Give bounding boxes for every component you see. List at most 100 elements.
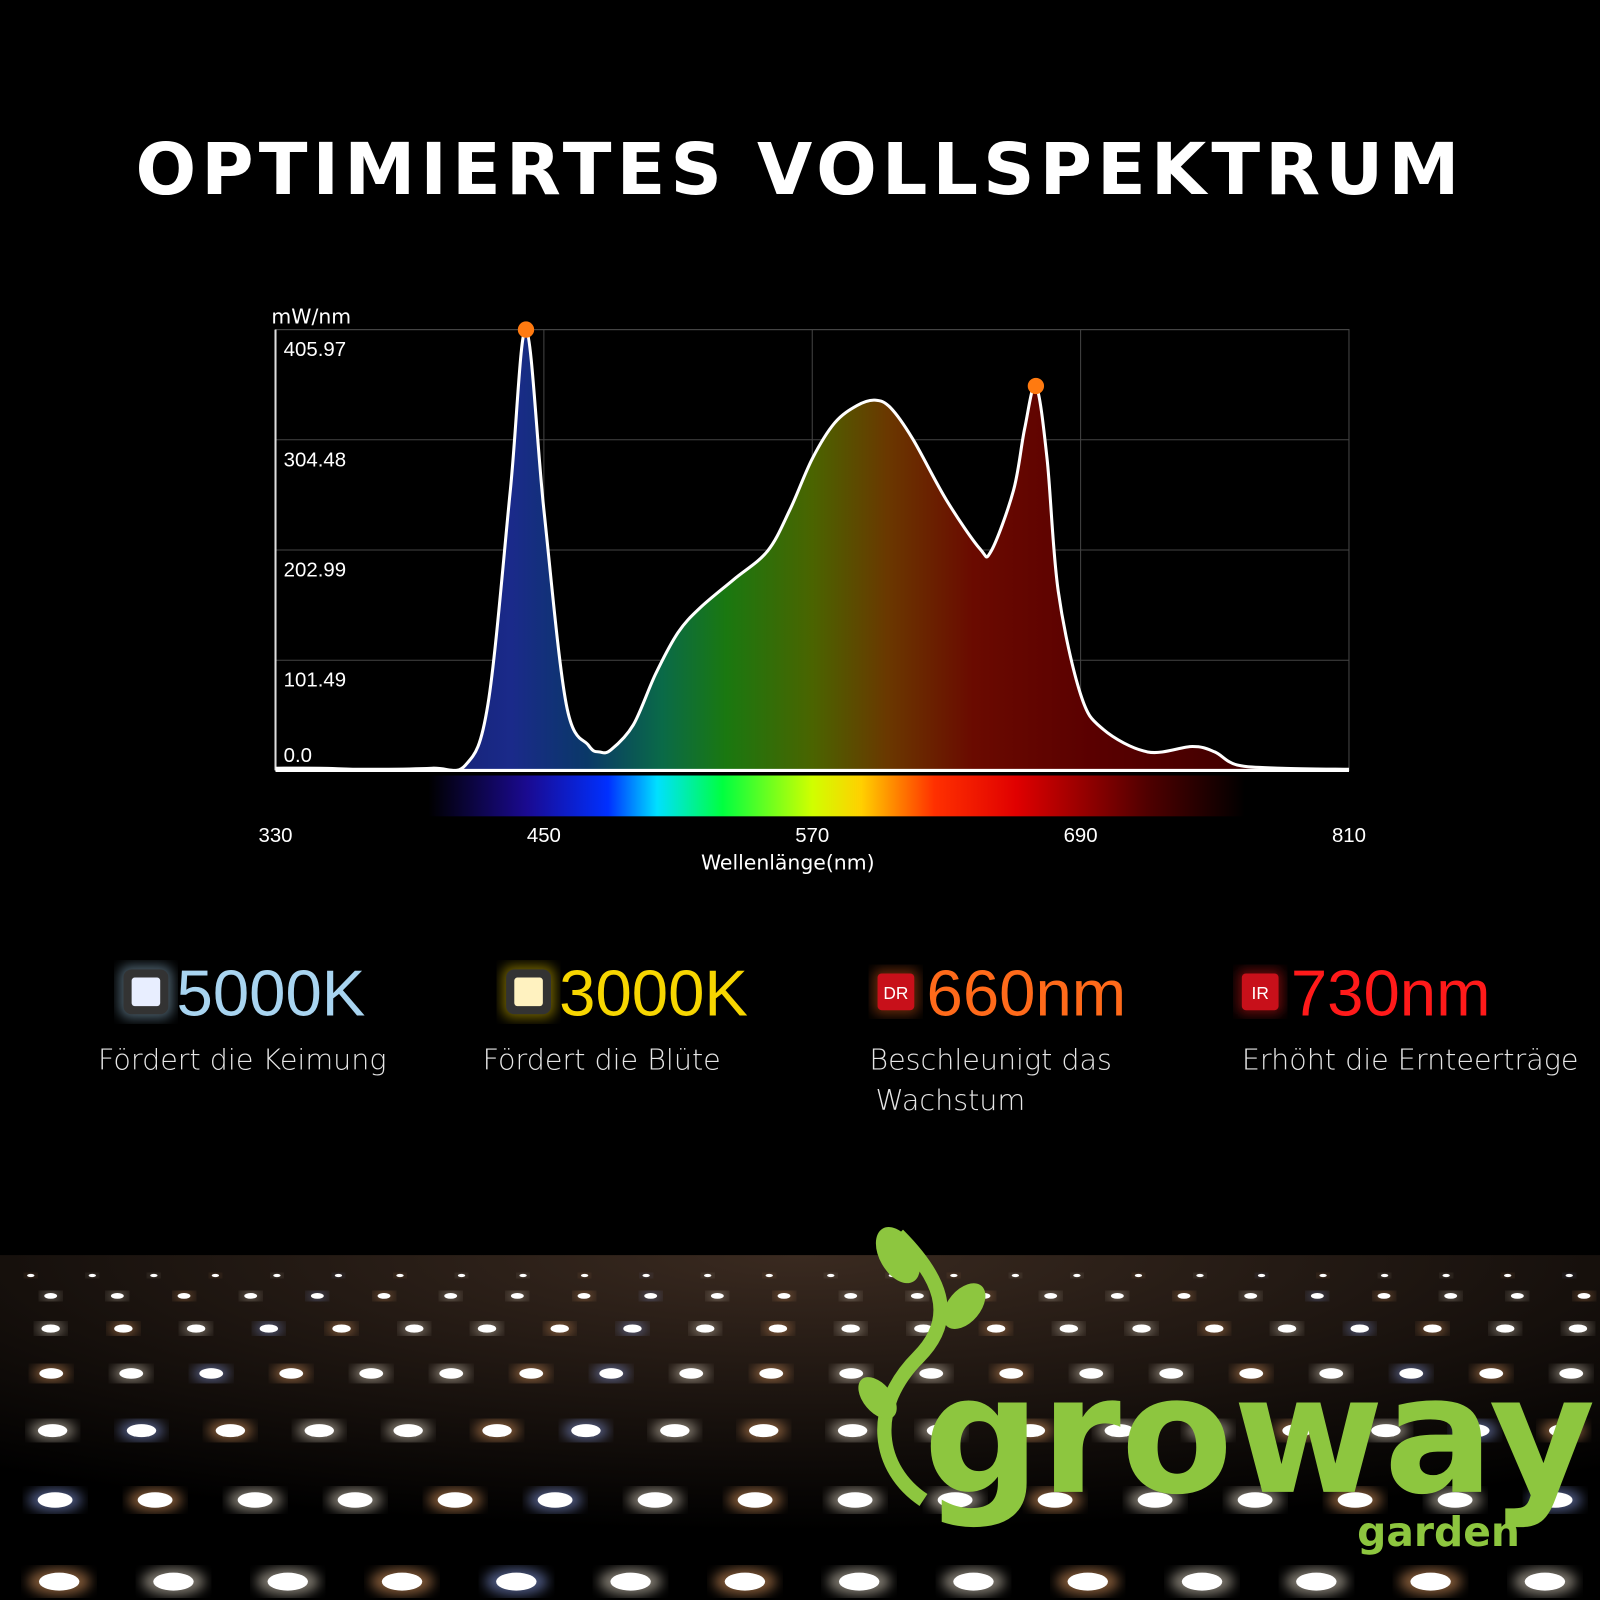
feature-value: 3000K <box>559 956 748 1029</box>
led <box>1549 1424 1579 1438</box>
led <box>1524 1572 1566 1591</box>
led <box>926 1424 957 1438</box>
led <box>599 1368 624 1379</box>
led-floor <box>0 1255 1600 1600</box>
led <box>660 1424 690 1438</box>
led <box>1079 1368 1104 1379</box>
led <box>1510 1293 1524 1299</box>
led <box>444 1293 458 1299</box>
y-tick-label: 304.48 <box>284 449 346 471</box>
led-field <box>25 1273 1595 1596</box>
led <box>1319 1273 1327 1278</box>
led <box>1181 1572 1223 1591</box>
led <box>1296 1572 1337 1591</box>
feature-desc: Beschleunigt das <box>869 1042 1112 1076</box>
led <box>637 1492 673 1508</box>
led <box>1159 1368 1184 1379</box>
led <box>1110 1293 1124 1299</box>
led <box>337 1492 373 1508</box>
led <box>519 1368 544 1379</box>
led <box>510 1293 524 1299</box>
y-tick-label: 101.49 <box>284 670 346 692</box>
led <box>482 1424 512 1438</box>
led <box>839 1368 864 1379</box>
led <box>393 1424 423 1438</box>
led <box>1437 1492 1473 1508</box>
feature-value: 730nm <box>1291 956 1491 1029</box>
led <box>768 1324 788 1333</box>
y-tick-label: 405.97 <box>284 339 346 361</box>
led <box>496 1572 537 1591</box>
logo-vine <box>877 1229 948 1506</box>
led <box>550 1324 569 1333</box>
led <box>153 1572 194 1591</box>
feature-desc: Erhöht die Ernteerträge <box>1242 1042 1579 1076</box>
spectrum-line <box>275 328 1350 773</box>
led <box>1011 1273 1020 1278</box>
feature-desc: Wachstum <box>876 1083 1026 1117</box>
led <box>186 1324 206 1333</box>
led <box>724 1572 766 1591</box>
led <box>279 1368 304 1379</box>
led <box>844 1293 858 1299</box>
led <box>765 1273 773 1278</box>
x-tick-label: 330 <box>258 825 292 847</box>
led <box>950 1273 958 1278</box>
led <box>137 1492 173 1508</box>
logo-leaf <box>858 1377 897 1419</box>
led <box>623 1324 642 1333</box>
led <box>27 1273 35 1278</box>
led <box>1237 1492 1273 1508</box>
led <box>1137 1492 1173 1508</box>
led <box>919 1368 944 1379</box>
led <box>838 1572 880 1591</box>
led <box>679 1368 704 1379</box>
led <box>1319 1368 1344 1379</box>
led <box>937 1492 973 1508</box>
feature-value: 660nm <box>927 956 1127 1029</box>
feature-desc: Fördert die Keimung <box>98 1042 387 1076</box>
led <box>1037 1492 1073 1508</box>
led <box>710 1293 724 1299</box>
spectrum-area <box>275 329 1349 771</box>
led <box>396 1273 404 1278</box>
led <box>381 1572 423 1591</box>
badge-label: DR <box>883 983 908 1003</box>
led <box>37 1492 73 1508</box>
led <box>1350 1324 1369 1333</box>
led <box>1565 1273 1573 1278</box>
led <box>405 1324 424 1333</box>
led <box>110 1293 124 1299</box>
x-tick-label: 690 <box>1064 825 1098 847</box>
led <box>914 1324 933 1333</box>
x-tick-label: 450 <box>527 825 561 847</box>
features: 5000K Fördert die Keimung 3000K Fördert die… <box>98 956 1578 1117</box>
led <box>1244 1293 1258 1299</box>
led <box>439 1368 464 1379</box>
led <box>334 1273 343 1278</box>
led <box>1568 1324 1588 1333</box>
peak-marker <box>517 321 535 338</box>
led <box>1205 1324 1224 1333</box>
led <box>1277 1324 1297 1333</box>
x-tick-label: 570 <box>795 825 829 847</box>
led <box>841 1324 860 1333</box>
x-axis-label: Wellenlänge(nm) <box>701 850 875 874</box>
led <box>1442 1273 1450 1278</box>
led <box>1073 1273 1081 1278</box>
led <box>359 1368 384 1379</box>
led <box>1177 1293 1191 1299</box>
led <box>1410 1572 1451 1591</box>
led <box>237 1492 273 1508</box>
x-tick-label: 810 <box>1332 825 1366 847</box>
led <box>1537 1492 1573 1508</box>
feature-desc: Fördert die Blüte <box>483 1042 721 1076</box>
led <box>986 1324 1006 1333</box>
led <box>610 1572 651 1591</box>
logo-leaf <box>875 1227 921 1284</box>
led <box>457 1273 466 1278</box>
led <box>177 1293 191 1299</box>
led <box>537 1492 573 1508</box>
led <box>1067 1572 1108 1591</box>
